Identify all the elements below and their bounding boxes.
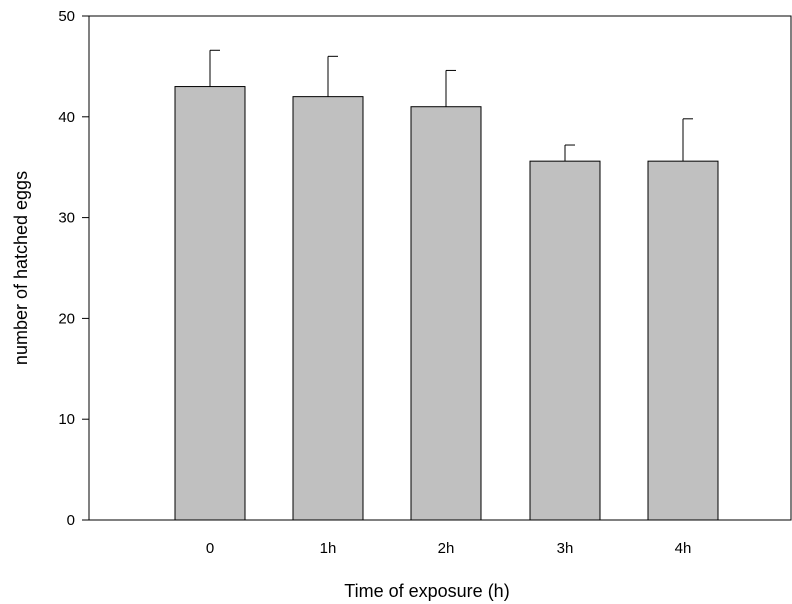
bar-4h — [647, 160, 719, 521]
bars-group — [174, 86, 719, 521]
y-tick-label: 10 — [58, 411, 75, 428]
y-tick-label: 30 — [58, 210, 75, 227]
bar-1h — [292, 96, 364, 521]
y-axis-title: number of hatched eggs — [11, 171, 31, 365]
bar-3h — [529, 160, 601, 521]
x-tick-label: 1h — [320, 540, 337, 557]
y-axis: 0 10 20 30 40 50 — [58, 8, 89, 529]
x-tick-label: 4h — [675, 540, 692, 557]
x-axis-title: Time of exposure (h) — [344, 581, 509, 601]
x-axis: 0 1h 2h 3h 4h — [206, 540, 692, 557]
y-tick-label: 50 — [58, 8, 75, 25]
error-bars-group — [209, 49, 693, 162]
x-tick-label: 0 — [206, 540, 214, 557]
y-tick-label: 0 — [67, 512, 75, 529]
y-tick-label: 20 — [58, 310, 75, 327]
x-tick-label: 3h — [557, 540, 574, 557]
y-tick-label: 40 — [58, 109, 75, 126]
bar-0 — [174, 86, 246, 521]
bar-2h — [410, 106, 482, 521]
x-tick-label: 2h — [438, 540, 455, 557]
